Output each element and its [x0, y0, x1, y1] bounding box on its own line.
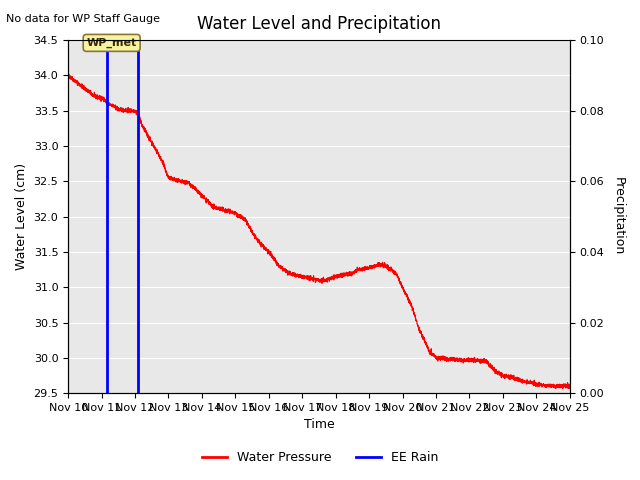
- Y-axis label: Water Level (cm): Water Level (cm): [15, 163, 28, 270]
- Y-axis label: Precipitation: Precipitation: [612, 178, 625, 256]
- X-axis label: Time: Time: [303, 419, 334, 432]
- Text: No data for WP Staff Gauge: No data for WP Staff Gauge: [6, 14, 161, 24]
- Title: Water Level and Precipitation: Water Level and Precipitation: [197, 15, 441, 33]
- Legend: Water Pressure, EE Rain: Water Pressure, EE Rain: [196, 446, 444, 469]
- Text: WP_met: WP_met: [86, 38, 137, 48]
